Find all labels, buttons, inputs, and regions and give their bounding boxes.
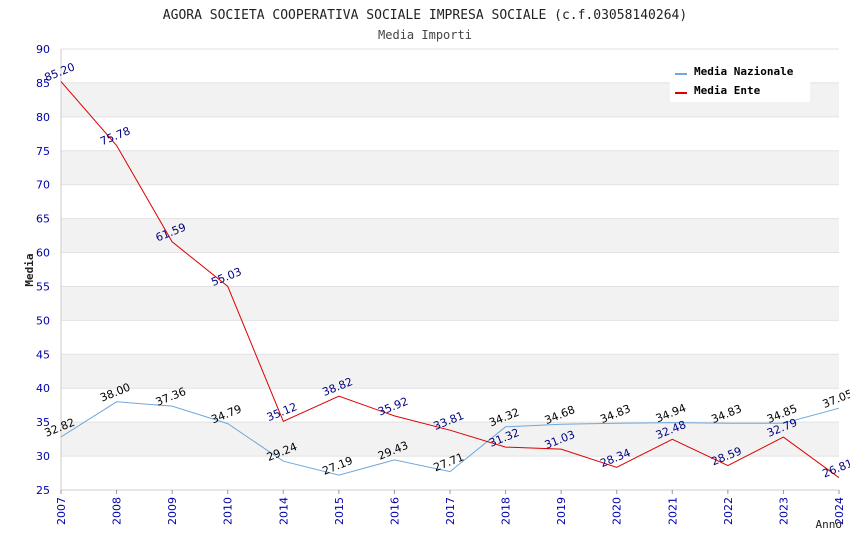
y-tick-label: 75 bbox=[36, 145, 50, 158]
y-tick-label: 85 bbox=[36, 77, 50, 90]
x-tick-label: 2009 bbox=[166, 497, 179, 525]
x-tick-label: 2015 bbox=[333, 497, 346, 525]
x-tick-label: 2016 bbox=[388, 497, 401, 525]
x-axis-label: Anno bbox=[816, 518, 843, 531]
x-tick-label: 2008 bbox=[111, 497, 124, 525]
y-tick-label: 65 bbox=[36, 213, 50, 226]
x-tick-label: 2017 bbox=[444, 497, 457, 525]
y-tick-label: 40 bbox=[36, 382, 50, 395]
x-tick-label: 2007 bbox=[55, 497, 68, 525]
y-tick-label: 30 bbox=[36, 450, 50, 463]
series-line-media-nazionale bbox=[60, 401, 840, 476]
series-layer bbox=[60, 81, 840, 479]
x-axis: 2007 2008 2009 2010 2014 2015 2016 2017 2018 2019… bbox=[55, 490, 846, 525]
x-tick-label: 2014 bbox=[277, 497, 290, 525]
x-tick-label: 2022 bbox=[722, 497, 735, 525]
legend-box bbox=[670, 60, 810, 102]
y-tick-label: 70 bbox=[36, 179, 50, 192]
y-tick-label: 45 bbox=[36, 348, 50, 361]
y-tick-label: 25 bbox=[36, 484, 50, 497]
chart-title: AGORA SOCIETA COOPERATIVA SOCIALE IMPRES… bbox=[163, 8, 687, 23]
x-tick-label: 2010 bbox=[222, 497, 235, 525]
y-tick-label: 80 bbox=[36, 111, 50, 124]
grid-band bbox=[61, 286, 839, 321]
y-tick-label: 55 bbox=[36, 280, 50, 293]
y-axis-label: Media bbox=[23, 253, 36, 286]
legend-label: Media Nazionale bbox=[694, 65, 794, 78]
series-line-media-ente bbox=[60, 81, 840, 479]
grid-band bbox=[61, 422, 839, 457]
data-label-nazionale: 37.05 bbox=[821, 387, 850, 411]
y-tick-label: 90 bbox=[36, 43, 50, 56]
x-tick-label: 2024 bbox=[833, 497, 846, 525]
legend: Media Nazionale Media Ente bbox=[670, 60, 810, 102]
grid-band bbox=[61, 354, 839, 389]
data-label-ente: 26.81 bbox=[821, 457, 850, 481]
data-label-ente: 85.20 bbox=[43, 60, 77, 84]
chart-subtitle: Media Importi bbox=[378, 28, 472, 42]
data-label-nazionale: 27.19 bbox=[321, 454, 355, 478]
y-axis: 25 30 35 40 45 50 55 60 65 70 75 80 85 90 bbox=[36, 43, 50, 497]
x-tick-label: 2021 bbox=[666, 497, 679, 525]
x-tick-label: 2020 bbox=[611, 497, 624, 525]
y-tick-label: 35 bbox=[36, 416, 50, 429]
y-tick-label: 60 bbox=[36, 247, 50, 260]
y-tick-label: 50 bbox=[36, 314, 50, 327]
data-label-ente: 35.12 bbox=[265, 400, 299, 424]
x-tick-label: 2023 bbox=[777, 497, 790, 525]
legend-label: Media Ente bbox=[694, 84, 761, 97]
grid-band bbox=[61, 150, 839, 185]
x-tick-label: 2019 bbox=[555, 497, 568, 525]
grid-band bbox=[61, 218, 839, 253]
x-tick-label: 2018 bbox=[500, 497, 513, 525]
